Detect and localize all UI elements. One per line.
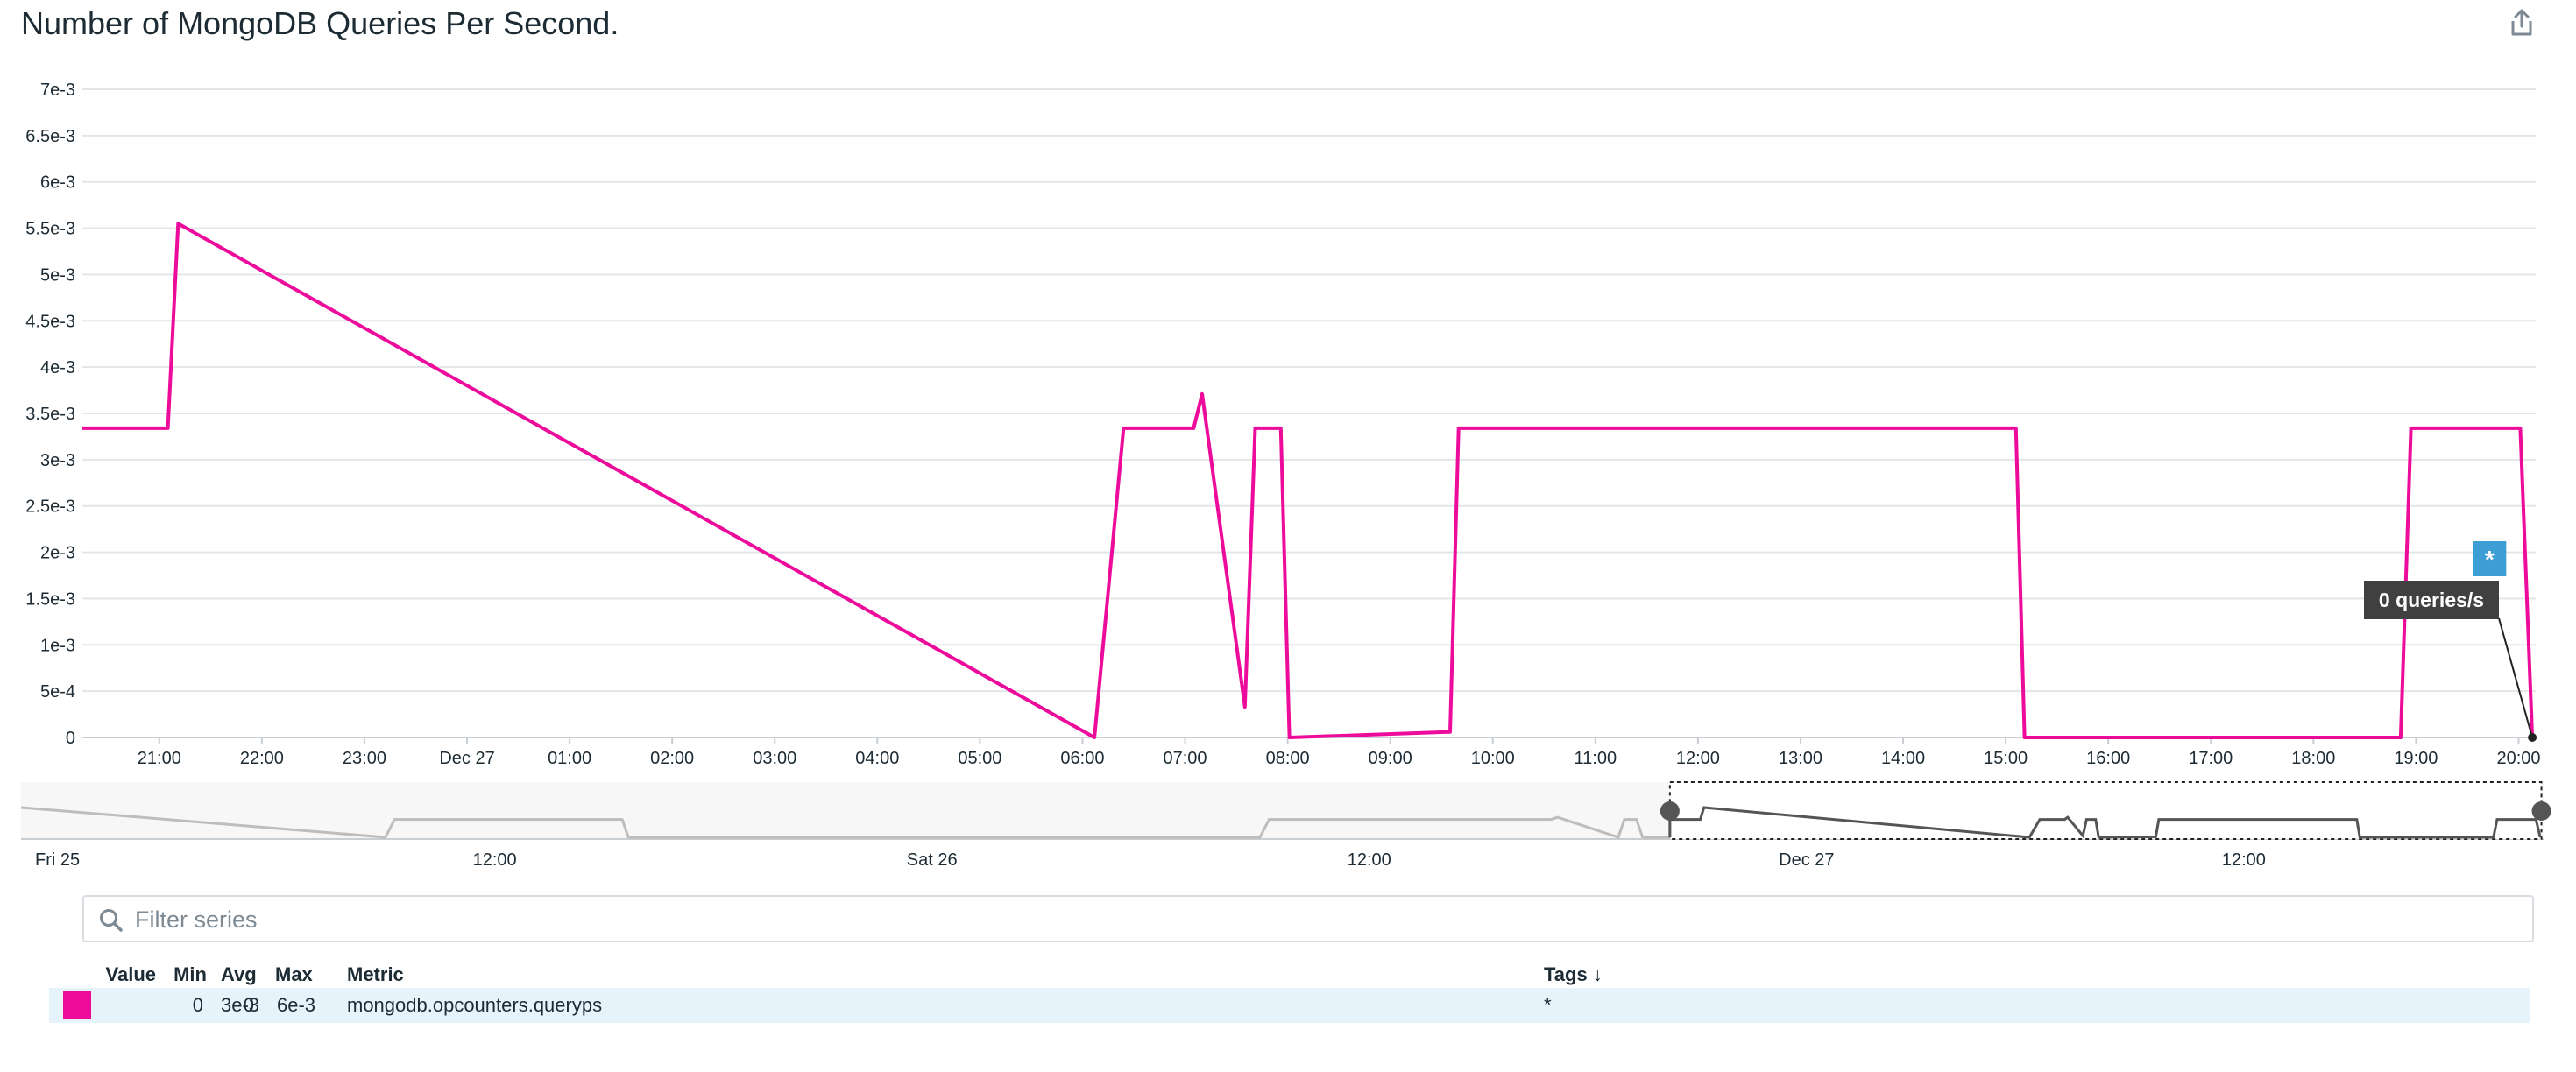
series-layer [82,222,2535,739]
x-tick-label: 07:00 [1164,749,1207,768]
legend-header-avg[interactable]: Avg [221,963,257,985]
tooltip-box [2364,581,2499,619]
tooltip-label: 0 queries/s [2379,589,2484,611]
legend-row[interactable]: 0 0 3e-3 6e-3 mongodb.opcounters.queryps… [49,988,2530,1023]
x-tick-label: 19:00 [2394,749,2438,768]
y-tick-label: 5e-4 [40,682,75,702]
x-tick-label: 20:00 [2496,749,2540,768]
filter-series-input[interactable] [133,902,2502,937]
x-tick-label: 02:00 [650,749,694,768]
y-tick-label: 1e-3 [40,636,75,655]
y-tick-label: 2e-3 [40,544,75,563]
x-tick-label: Dec 27 [439,749,494,768]
range-handle[interactable] [1660,801,1680,821]
x-tick-label: 13:00 [1779,749,1822,768]
y-tick-label: 1.5e-3 [25,589,75,609]
x-tick-label: 14:00 [1881,749,1925,768]
legend-header-max[interactable]: Max [275,963,313,985]
y-tick-label: 5.5e-3 [25,220,75,239]
event-marker-label: * [2485,546,2495,573]
x-tick-label: 01:00 [548,749,591,768]
x-tick-label: 12:00 [1676,749,1720,768]
y-tick-label: 4e-3 [40,358,75,377]
y-tick-label: 0 [66,729,75,748]
x-tick-label: 06:00 [1060,749,1104,768]
x-tick-label: 23:00 [343,749,386,768]
overview-tick-label: Sat 26 [907,850,958,870]
y-tick-label: 4.5e-3 [25,312,75,331]
y-axis-labels: 0 5e-4 1e-3 1.5e-3 2e-3 2.5e-3 3e-3 3.5e-3 4e-3 4… [25,81,75,748]
x-tick-label: 15:00 [1984,749,2028,768]
overview-tick-label: Fri 25 [35,850,80,870]
overview-series-line [20,806,1672,839]
y-tick-label: 2.5e-3 [25,497,75,517]
legend-avg: 3e-3 [221,994,260,1016]
series-line [82,222,2535,739]
share-icon[interactable] [2506,7,2537,39]
series-color-swatch [63,991,91,1019]
x-axis-labels: 21:00 22:00 23:00 Dec 27 01:00 02:00 03:00 04:0… [138,737,2541,768]
x-tick-label: 04:00 [855,749,899,768]
x-tick-label: 09:00 [1369,749,1412,768]
overview-selection [1668,781,2543,840]
x-tick-label: 03:00 [753,749,796,768]
y-tick-label: 7e-3 [40,81,75,100]
legend-min: 0 [243,994,254,1016]
x-tick-label: 18:00 [2291,749,2335,768]
timeseries-chart[interactable]: 0 5e-4 1e-3 1.5e-3 2e-3 2.5e-3 3e-3 3.5e-3 4e-3 4… [0,0,2576,876]
x-tick-label: 16:00 [2086,749,2130,768]
overview-tick-label: Dec 27 [1779,850,1834,870]
filter-series-box[interactable] [82,895,2534,942]
legend-value: 0 [192,994,203,1016]
y-tick-label: 3.5e-3 [25,405,75,424]
gridlines [82,88,2536,738]
overview-tick-label: 12:00 [2222,850,2266,870]
legend-header-tags[interactable]: Tags ↓ [1544,963,1603,985]
legend-max: 6e-3 [277,994,316,1016]
x-tick-label: 05:00 [958,749,1001,768]
legend-header-metric[interactable]: Metric [347,963,404,985]
y-tick-label: 5e-3 [40,265,75,285]
x-tick-label: 22:00 [240,749,284,768]
x-tick-label: 08:00 [1266,749,1310,768]
legend-tags: * [1544,994,1552,1016]
y-tick-label: 6.5e-3 [25,127,75,146]
overview-tick-label: 12:00 [473,850,517,870]
legend-metric: mongodb.opcounters.queryps [347,994,603,1016]
y-tick-label: 6e-3 [40,173,75,193]
legend-header-min[interactable]: Min [173,963,207,985]
event-marker [2473,541,2507,576]
page-title: Number of MongoDB Queries Per Second. [21,5,619,41]
legend-header-value[interactable]: Value [105,963,156,985]
annotations: *0 queries/s [2364,541,2537,742]
tooltip-point [2528,733,2537,742]
x-tick-label: 10:00 [1471,749,1515,768]
tooltip-pointer [2498,617,2534,738]
overview-tick-label: 12:00 [1348,850,1391,870]
x-tick-label: 11:00 [1575,749,1617,768]
overview-selected-series-line [1668,806,2542,839]
y-tick-label: 3e-3 [40,451,75,470]
x-tick-label: 21:00 [138,749,181,768]
search-icon [100,909,123,932]
range-handle[interactable] [2531,801,2551,821]
time-range-overview: Fri 25 12:00 Sat 26 12:00 Dec 27 12:00 [20,781,2551,870]
x-tick-label: 17:00 [2189,749,2233,768]
